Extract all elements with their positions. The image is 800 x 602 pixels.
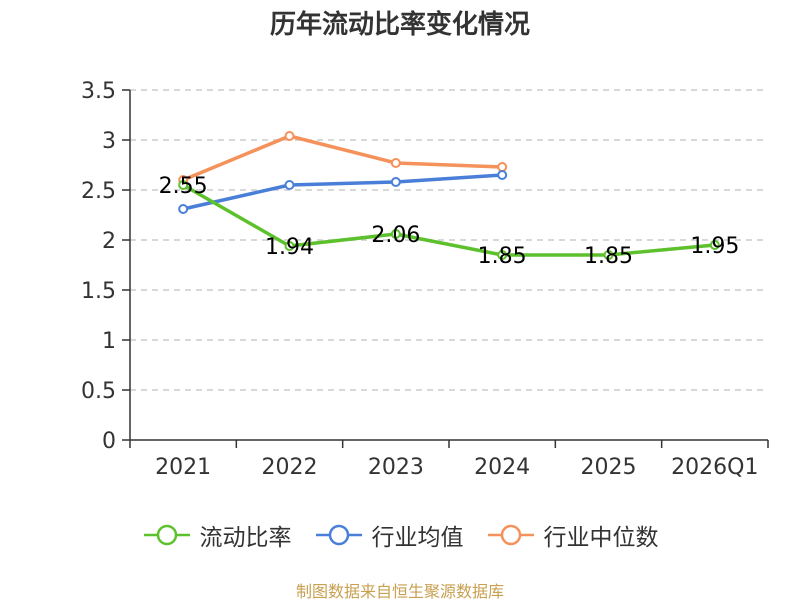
legend-label-industry-median: 行业中位数 <box>543 525 659 551</box>
data-label-2022: 1.94 <box>265 235 314 260</box>
grid-lines <box>130 89 768 391</box>
x-tick-label-2021: 2021 <box>155 455 211 480</box>
data-point-0-2026Q1[interactable] <box>709 240 720 250</box>
x-tick-label-2025: 2025 <box>581 455 637 480</box>
x-tick-label-2022: 2022 <box>262 455 318 480</box>
legend-label-current-ratio: 流动比率 <box>199 525 292 551</box>
y-tick-label-4: 2 <box>102 229 116 254</box>
legend-marker-industry-mean <box>315 524 362 546</box>
legend-marker-industry-median <box>487 524 534 546</box>
data-label-2023: 2.06 <box>371 223 420 248</box>
x-tick-label-2024: 2024 <box>474 455 530 480</box>
series-line-0 <box>182 183 715 257</box>
data-labels: 2.55 1.94 2.06 1.85 1.85 1.95 <box>159 174 740 269</box>
y-tick-label-3: 1.5 <box>81 279 116 304</box>
data-label-2026Q1: 1.95 <box>690 234 739 259</box>
series-line-1 <box>182 173 503 211</box>
legend: 流动比率 行业均值 行业中位数 <box>0 518 800 552</box>
x-tick-label-2026Q1: 2026Q1 <box>671 455 758 480</box>
source-note: 制图数据来自恒生聚源数据库 <box>295 582 504 601</box>
y-tick-label-2: 1 <box>102 329 116 354</box>
y-tick-label-5: 2.5 <box>81 179 116 204</box>
data-point-0-2024[interactable] <box>497 250 508 260</box>
data-label-2021: 2.55 <box>159 174 208 199</box>
y-tick-label-0: 0 <box>102 429 116 454</box>
y-tick-label-1: 0.5 <box>81 379 116 404</box>
data-point-0-2022[interactable] <box>284 241 295 251</box>
series-line-2 <box>182 134 503 182</box>
data-label-2025: 1.85 <box>584 244 633 269</box>
data-point-0-2021[interactable] <box>178 180 189 190</box>
data-point-0-2025[interactable] <box>603 250 614 260</box>
data-point-1-2021[interactable] <box>178 204 189 214</box>
x-tick-label-2023: 2023 <box>368 455 424 480</box>
legend-label-industry-mean: 行业均值 <box>371 525 464 551</box>
data-point-2-2024[interactable] <box>497 162 508 172</box>
legend-item-industry-median[interactable]: 行业中位数 <box>486 518 659 552</box>
data-point-1-2024[interactable] <box>497 170 508 180</box>
data-label-2024: 1.85 <box>478 244 527 269</box>
data-point-1-2022[interactable] <box>284 180 295 190</box>
chart-title: 历年流动比率变化情况 <box>269 10 530 40</box>
data-point-2-2023[interactable] <box>390 158 401 168</box>
data-point-2-2022[interactable] <box>284 131 295 141</box>
data-point-0-2023[interactable] <box>390 229 401 239</box>
legend-item-industry-mean[interactable]: 行业均值 <box>314 518 464 552</box>
legend-item-current-ratio[interactable]: 流动比率 <box>142 518 292 552</box>
y-tick-label-6: 3 <box>102 129 116 154</box>
data-point-1-2023[interactable] <box>390 177 401 187</box>
y-tick-label-7: 3.5 <box>81 79 116 104</box>
legend-marker-current-ratio <box>143 524 190 546</box>
series-lines <box>178 131 720 260</box>
axes: 0 0.5 1 1.5 2 2.5 3 3.5 2021 2022 2023 2024 2025 2026… <box>81 79 769 480</box>
